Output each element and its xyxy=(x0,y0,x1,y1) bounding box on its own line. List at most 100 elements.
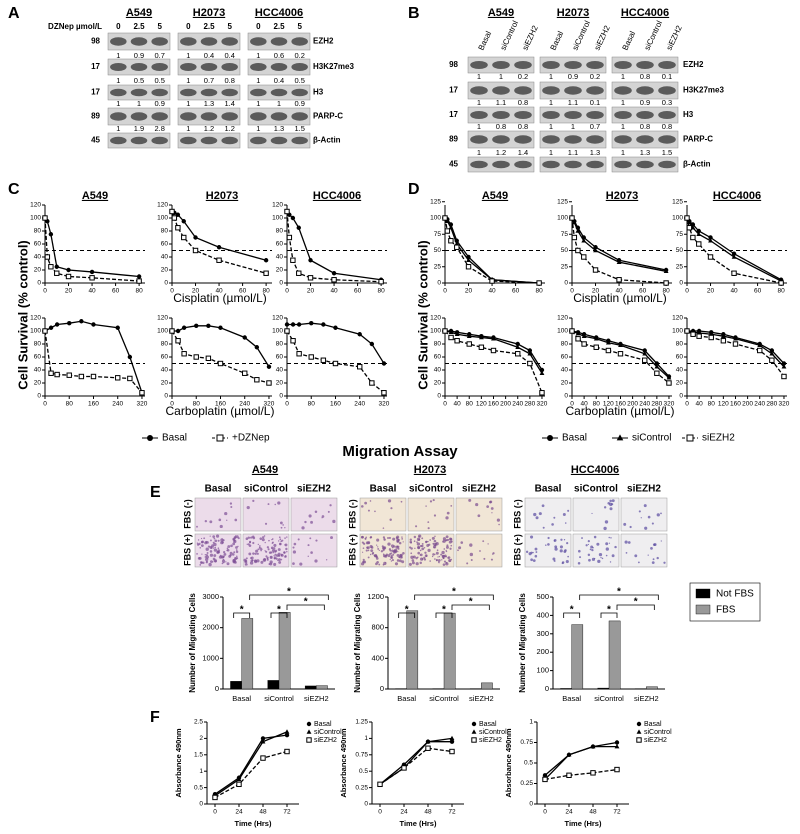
cell-dot xyxy=(418,535,420,538)
point xyxy=(590,743,596,749)
cell-dot xyxy=(389,518,392,521)
cell-dot xyxy=(450,540,453,543)
micrograph xyxy=(194,497,242,532)
x-tick-label: 20 xyxy=(592,288,600,295)
cell-dot xyxy=(278,536,281,539)
cell-dot xyxy=(446,511,450,515)
point xyxy=(614,743,620,749)
condition: 0 xyxy=(186,22,191,31)
cell-dot xyxy=(449,547,452,550)
cell-dot xyxy=(246,543,248,545)
point xyxy=(542,776,548,783)
y-tick-label: 80 xyxy=(276,341,284,348)
y-tick-label: 100 xyxy=(536,666,549,675)
cell-dot xyxy=(640,517,642,519)
cell-dot xyxy=(235,555,238,558)
legend-label: siControl xyxy=(314,729,342,736)
panel-label: D xyxy=(408,181,420,198)
condition: siEZH2 xyxy=(665,24,684,52)
micrograph xyxy=(407,497,455,532)
cell-dot xyxy=(307,544,310,547)
significance-star: * xyxy=(617,587,621,598)
quantification: 1 xyxy=(571,122,575,131)
cell-dot xyxy=(423,546,426,549)
x-tick-label: 60 xyxy=(112,288,120,295)
cell-dot xyxy=(498,523,500,526)
cell-dot xyxy=(611,499,615,503)
cell-dot xyxy=(271,538,274,540)
y-tick-label: 0.75 xyxy=(355,752,368,759)
cell-dot xyxy=(330,536,333,540)
cell-dot xyxy=(647,515,651,519)
point xyxy=(169,328,175,334)
blot-band xyxy=(151,37,168,46)
point xyxy=(254,345,260,350)
cell-dot xyxy=(278,540,280,542)
cell-dot xyxy=(376,538,380,542)
cell-dot xyxy=(226,519,228,521)
cell-dot xyxy=(285,547,288,551)
blot-band xyxy=(514,86,532,95)
point xyxy=(448,238,454,244)
cell-dot xyxy=(361,505,364,508)
point xyxy=(425,745,431,751)
blot-band xyxy=(636,135,654,144)
y-tick-label: 25 xyxy=(434,263,442,270)
micrograph xyxy=(455,533,503,568)
micrograph xyxy=(572,497,620,532)
quantification: 0.5 xyxy=(154,76,164,85)
cell-dot xyxy=(362,558,365,561)
point xyxy=(515,344,521,350)
cell-dot xyxy=(325,559,328,561)
blot-band xyxy=(291,88,308,97)
cell-dot xyxy=(369,544,373,549)
cell-dot xyxy=(245,563,248,566)
blot-band xyxy=(658,160,676,169)
point xyxy=(666,375,672,380)
cell-dot xyxy=(434,535,436,538)
y-tick-label: 0 xyxy=(199,801,203,808)
y-tick-label: 60 xyxy=(276,354,284,361)
cell-dot xyxy=(244,561,248,564)
y-tick-label: 100 xyxy=(672,215,683,222)
significance-bracket xyxy=(398,612,416,618)
blot-band xyxy=(564,61,582,69)
cell-dot xyxy=(204,557,209,562)
point xyxy=(515,351,521,357)
blot-band xyxy=(270,136,288,145)
point xyxy=(54,270,60,276)
column-label: siEZH2 xyxy=(462,484,496,495)
cell-dot xyxy=(547,543,550,546)
x-tick-label: 0 xyxy=(43,288,47,295)
column-label: siControl xyxy=(574,484,618,495)
cell-dot xyxy=(419,554,422,556)
blot-band xyxy=(586,86,604,95)
cell-dot xyxy=(591,548,594,552)
point xyxy=(569,215,575,221)
x-tick-label: siEZH2 xyxy=(304,694,329,703)
point xyxy=(778,280,784,286)
blot-band xyxy=(492,111,510,119)
quantification: 1 xyxy=(116,51,120,60)
cell-dot xyxy=(261,538,265,542)
x-tick-label: 240 xyxy=(112,401,123,408)
blot-band xyxy=(291,136,308,145)
cell-dot xyxy=(412,555,416,559)
x-tick-label: 320 xyxy=(537,401,548,408)
quantification: 2.8 xyxy=(154,124,164,133)
row-label: FBS (+) xyxy=(182,534,192,566)
x-tick-label: 80 xyxy=(136,288,144,295)
y-tick-label: 60 xyxy=(161,354,169,361)
point xyxy=(454,338,460,344)
x-tick-label: 80 xyxy=(193,401,201,408)
y-tick-label: 200 xyxy=(536,647,549,656)
y-tick-label: 80 xyxy=(276,228,284,235)
series-line xyxy=(214,750,288,799)
point xyxy=(575,330,581,336)
quantification: 1 xyxy=(549,122,553,131)
axis-title: Number of Migrating Cells xyxy=(353,593,362,693)
y-tick-label: 0 xyxy=(529,801,533,808)
legend-marker xyxy=(471,729,477,734)
point xyxy=(684,328,690,334)
